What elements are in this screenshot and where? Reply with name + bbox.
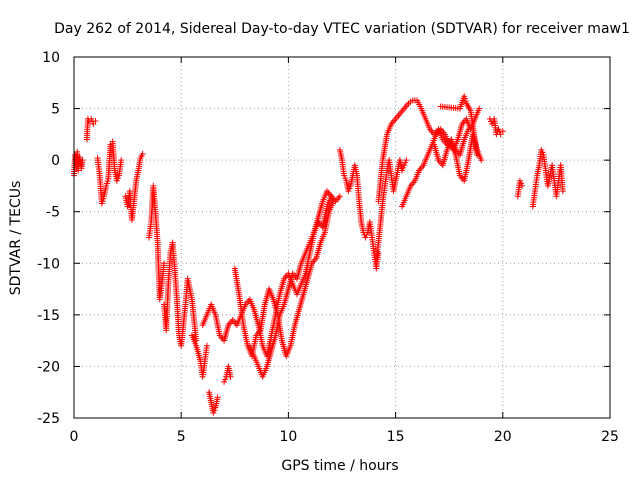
data-point xyxy=(221,378,228,385)
data-point xyxy=(403,157,410,164)
data-point xyxy=(214,394,221,401)
data-point xyxy=(474,151,481,158)
data-point xyxy=(210,409,217,416)
y-tick-label: -10 xyxy=(37,256,60,272)
data-point xyxy=(345,188,352,195)
data-point xyxy=(114,175,121,182)
data-point xyxy=(222,376,229,383)
plot-frame xyxy=(73,56,611,419)
data-point xyxy=(559,188,566,195)
data-track-20 xyxy=(529,146,566,210)
data-track-18 xyxy=(486,115,506,138)
data-point xyxy=(496,128,503,135)
data-point xyxy=(538,146,545,153)
x-axis-tick-labels: 0 5 10 15 20 25 xyxy=(70,429,619,445)
data-point xyxy=(79,157,86,164)
data-point xyxy=(161,260,168,267)
data-point xyxy=(92,117,99,124)
data-point xyxy=(88,115,95,122)
data-point xyxy=(400,164,407,171)
x-tick-label: 20 xyxy=(494,429,512,445)
data-point xyxy=(402,159,409,166)
data-track-8 xyxy=(206,389,221,416)
data-point xyxy=(516,177,523,184)
y-tick-label: 10 xyxy=(42,50,60,66)
data-track-0 xyxy=(71,148,86,179)
data-track-4 xyxy=(146,182,168,303)
x-tick-label: 25 xyxy=(601,429,619,445)
data-track-6 xyxy=(188,332,210,380)
data-point xyxy=(341,172,348,179)
data-point xyxy=(518,180,525,187)
data-point xyxy=(113,177,120,184)
data-track-19 xyxy=(514,177,526,200)
data-track-16 xyxy=(431,131,485,184)
data-track-12 xyxy=(336,146,382,272)
y-axis-tick-labels: -25 -20 -15 -10 -5 0 5 10 xyxy=(37,50,60,427)
data-point xyxy=(139,150,146,157)
data-point xyxy=(363,231,370,238)
y-tick-label: -15 xyxy=(37,308,60,324)
data-point xyxy=(399,167,406,174)
data-point xyxy=(478,157,485,164)
y-tick-label: -20 xyxy=(37,359,60,375)
data-track-10 xyxy=(231,198,337,360)
data-point xyxy=(330,198,337,205)
data-track-11 xyxy=(246,188,335,380)
y-tick-label: 0 xyxy=(51,153,60,169)
data-point xyxy=(90,121,97,128)
data-point xyxy=(346,185,353,192)
data-track-3 xyxy=(122,150,146,223)
data-point xyxy=(499,128,506,135)
data-track-9 xyxy=(221,363,234,385)
data-point xyxy=(89,118,96,125)
y-axis-label: SDTVAR / TECUs xyxy=(8,181,24,296)
data-point xyxy=(519,182,526,189)
data-point xyxy=(497,131,504,138)
x-tick-label: 15 xyxy=(387,429,405,445)
chart-title: Day 262 of 2014, Sidereal Day-to-day VTE… xyxy=(54,21,630,37)
data-point xyxy=(342,175,349,182)
data-point xyxy=(227,373,234,380)
y-tick-label: -5 xyxy=(46,205,60,221)
x-tick-label: 5 xyxy=(177,429,186,445)
data-point xyxy=(539,149,546,156)
data-track-5 xyxy=(161,239,200,349)
data-points xyxy=(71,93,566,416)
data-track-17 xyxy=(437,93,481,158)
data-point xyxy=(362,234,369,241)
x-tick-label: 10 xyxy=(279,429,297,445)
data-point xyxy=(118,157,125,164)
data-point xyxy=(203,342,210,349)
data-track-13 xyxy=(373,157,410,262)
data-point xyxy=(476,105,483,112)
data-point xyxy=(336,193,343,200)
data-point xyxy=(401,162,408,169)
x-tick-label: 0 xyxy=(70,429,79,445)
data-track-2 xyxy=(94,138,125,207)
data-point xyxy=(495,126,502,133)
y-tick-label: 5 xyxy=(51,102,60,118)
y-tick-label: -25 xyxy=(37,411,60,427)
data-track-1 xyxy=(83,115,99,143)
data-point xyxy=(211,407,218,414)
x-axis-label: GPS time / hours xyxy=(281,458,398,474)
data-point xyxy=(328,193,335,200)
